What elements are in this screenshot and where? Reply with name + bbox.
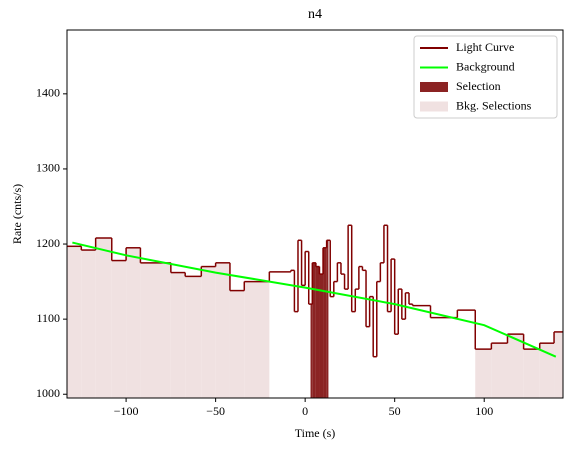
- bkg-selection: [554, 331, 563, 398]
- bkg-selection: [95, 238, 112, 398]
- legend-swatch: [420, 82, 448, 92]
- background-line: [72, 241, 557, 358]
- legend-box: [413, 35, 558, 119]
- x-tick-label: 100: [475, 404, 493, 418]
- x-tick-label: 50: [389, 404, 401, 418]
- y-tick-label: 1400: [36, 86, 60, 100]
- plot-frame: [66, 29, 564, 399]
- bkg-selection: [170, 272, 186, 398]
- x-tick-label: −100: [114, 404, 139, 418]
- x-axis-label: Time (s): [295, 426, 336, 440]
- bkg-selection: [523, 349, 540, 398]
- bkg-selection: [140, 262, 171, 398]
- bkg-selection: [215, 262, 230, 398]
- x-tick-label: −50: [206, 404, 225, 418]
- bkg-selection: [507, 334, 524, 398]
- selection: [312, 262, 316, 398]
- legend-label: Selection: [456, 79, 501, 93]
- selection: [323, 247, 327, 398]
- selection: [319, 274, 324, 398]
- bkg-selection: [111, 260, 127, 398]
- legend-label: Light Curve: [456, 40, 514, 54]
- y-axis-label: Rate (cnts/s): [10, 184, 24, 244]
- selection: [326, 240, 329, 398]
- legend-label: Bkg. Selections: [456, 98, 532, 112]
- selection: [310, 304, 313, 398]
- bkg-selection: [201, 266, 216, 398]
- chart-title: n4: [308, 7, 322, 22]
- y-tick-label: 1100: [36, 311, 60, 325]
- bkg-selection: [475, 349, 492, 398]
- bkg-selection: [491, 343, 508, 398]
- bkg-selection: [67, 246, 82, 398]
- selection: [315, 266, 320, 398]
- bkg-selection: [539, 343, 555, 398]
- y-tick-label: 1200: [36, 236, 60, 250]
- x-tick-label: 0: [302, 404, 308, 418]
- y-tick-label: 1300: [36, 161, 60, 175]
- bkg-selection: [81, 250, 96, 398]
- bkg-selection: [126, 247, 141, 398]
- y-tick-label: 1000: [36, 386, 60, 400]
- bkg-selection: [229, 290, 245, 398]
- bkg-selection: [244, 281, 270, 398]
- legend-label: Background: [456, 59, 515, 73]
- legend-swatch: [420, 101, 448, 112]
- bkg-selection: [185, 276, 202, 398]
